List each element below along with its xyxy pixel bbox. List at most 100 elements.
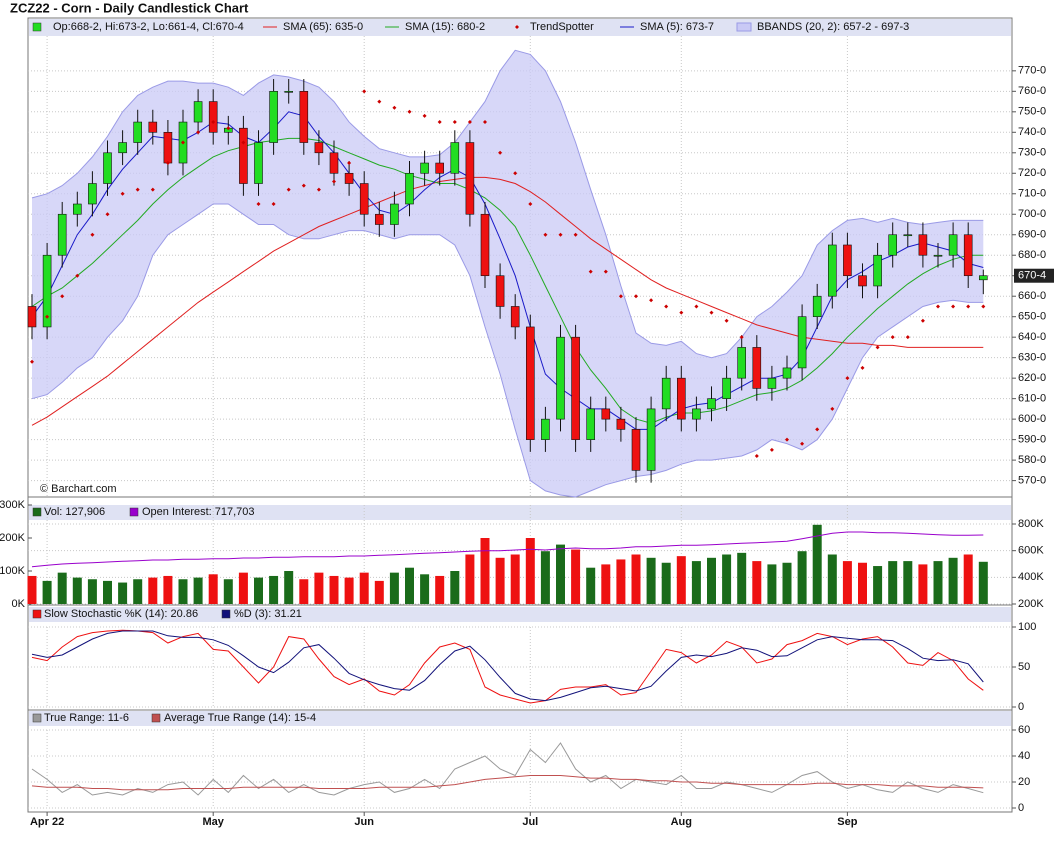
trendspotter-dot — [30, 359, 34, 364]
volume-bar — [888, 561, 898, 604]
legend-swatch — [32, 609, 42, 619]
candle-body — [858, 275, 867, 287]
candle-body — [873, 254, 882, 287]
y-tick-label: 570-0 — [1018, 475, 1046, 487]
legend-swatch — [32, 22, 42, 32]
x-tick-label: Sep — [837, 816, 857, 828]
indicator-line — [31, 630, 984, 702]
volume-bar — [812, 524, 822, 604]
volume-bar — [963, 554, 973, 604]
volume-bar — [133, 579, 143, 604]
trendspotter-dot — [528, 202, 533, 207]
volume-bar — [148, 577, 158, 604]
volume-bar — [405, 567, 414, 604]
y-tick-label: 620-0 — [1018, 372, 1046, 384]
volume-bar — [103, 580, 112, 604]
volume-bar — [616, 559, 626, 604]
candle-body — [314, 142, 324, 154]
volume-bar — [480, 538, 490, 604]
volume-bar — [465, 554, 475, 604]
trendspotter-dot — [422, 113, 427, 118]
trendspotter-dot — [105, 212, 110, 217]
candle-body — [57, 213, 67, 256]
volume-bar — [359, 572, 369, 604]
candle-body — [978, 275, 988, 281]
legend-label: Vol: 127,906 — [44, 506, 105, 518]
x-tick-label: May — [202, 816, 224, 828]
trendspotter-dot — [543, 232, 548, 237]
volume-bar — [525, 538, 535, 604]
candle-body — [103, 152, 112, 184]
y-tick-label: 0 — [1018, 802, 1024, 814]
y-tick-label: 690-0 — [1018, 229, 1046, 241]
trendspotter-dot — [936, 304, 940, 309]
y-tick-label: 100K — [0, 565, 26, 577]
trendspotter-dot — [588, 269, 593, 274]
candle-body — [722, 377, 731, 399]
volume-bar — [933, 561, 943, 604]
candle-body — [88, 183, 97, 205]
x-tick-label: Jul — [522, 816, 538, 828]
trendspotter-dot — [45, 314, 50, 319]
trendspotter-dot — [875, 345, 880, 350]
candle-body — [601, 408, 611, 420]
trendspotter-dot — [573, 232, 578, 237]
volume-bar — [858, 562, 867, 604]
candle-body — [420, 162, 429, 174]
candle-body — [767, 377, 777, 389]
candle-body — [73, 203, 82, 215]
volume-bar — [27, 575, 37, 604]
bollinger-fill — [32, 50, 984, 498]
legend-swatch — [32, 713, 42, 723]
trendspotter-dot — [739, 335, 744, 340]
volume-bar — [752, 561, 762, 604]
candle-body — [661, 377, 671, 410]
volume-bar — [556, 544, 565, 604]
trendspotter-dot — [483, 120, 487, 125]
y-tick-label: 630-0 — [1018, 352, 1046, 364]
y-tick-label: 600-0 — [1018, 413, 1046, 425]
volume-bar — [767, 564, 777, 604]
price-tag: 670-4 — [1018, 270, 1046, 282]
trendspotter-dot — [890, 335, 895, 340]
candle-body — [586, 408, 596, 440]
candle-body — [465, 142, 475, 215]
volume-bar — [707, 557, 716, 604]
trendspotter-dot — [830, 406, 835, 411]
candle-body — [752, 347, 762, 389]
candle-body — [948, 234, 958, 256]
candle-body — [163, 131, 173, 164]
trendspotter-dot — [226, 126, 231, 131]
y-tick-label: 40 — [1018, 750, 1030, 762]
candle-body — [299, 91, 309, 143]
trendspotter-dot — [498, 150, 503, 155]
trendspotter-dot — [437, 120, 442, 125]
candle-body — [843, 244, 852, 277]
candle-body — [254, 142, 263, 184]
legend-band — [29, 505, 1011, 520]
trendspotter-dot — [709, 310, 714, 315]
volume-bar — [601, 564, 611, 604]
trendspotter-dot — [951, 304, 956, 309]
trendspotter-dot — [75, 273, 80, 278]
trendspotter-dot — [618, 294, 623, 299]
trendspotter-dot — [286, 187, 291, 192]
volume-bar — [873, 566, 883, 604]
candle-body — [133, 121, 142, 143]
y-tick-label: 580-0 — [1018, 454, 1046, 466]
y-tick-label: 200K — [1018, 598, 1044, 610]
trendspotter-dot — [452, 120, 457, 125]
volume-bar — [510, 554, 520, 604]
volume-bar — [42, 580, 52, 604]
volume-bar — [571, 549, 581, 604]
y-tick-label: 680-0 — [1018, 249, 1046, 261]
volume-bar — [208, 574, 218, 604]
trendspotter-dot — [377, 99, 382, 104]
candle-body — [692, 408, 701, 420]
candle-body — [903, 234, 913, 237]
trendspotter-dot — [150, 187, 155, 192]
legend-label: True Range: 11-6 — [44, 712, 129, 724]
trendspotter-dot — [181, 140, 185, 145]
candle-body — [525, 326, 535, 440]
legend-label: %D (3): 31.21 — [234, 608, 302, 620]
